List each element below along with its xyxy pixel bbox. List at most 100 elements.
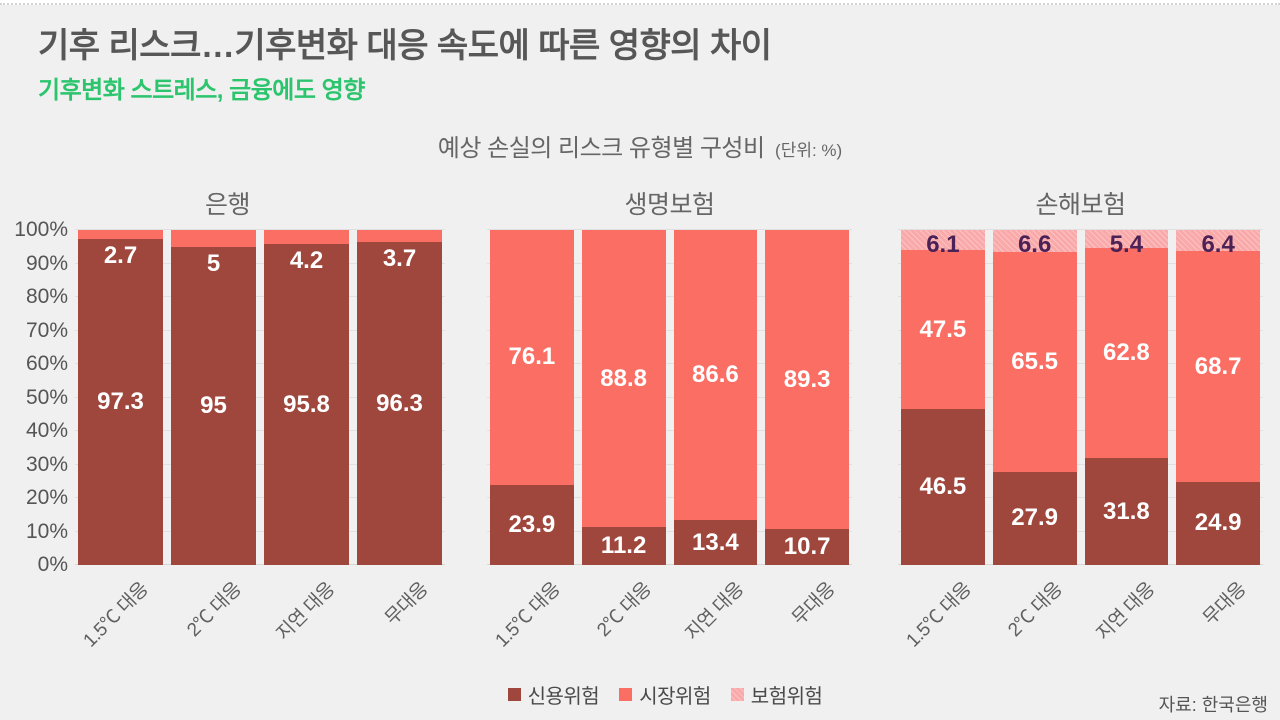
data-label-credit-risk: 11.2 — [600, 532, 647, 560]
gridline — [487, 329, 852, 331]
stacked-bar: 10.7 89.3 — [765, 230, 849, 565]
data-label-insurance-risk: 6.6 — [1017, 231, 1052, 258]
gridline — [75, 564, 445, 565]
legend-swatch-icon — [619, 688, 633, 701]
y-axis-tick: 60% — [25, 352, 68, 375]
data-label-credit-risk: 31.8 — [1103, 497, 1150, 525]
gridline — [487, 229, 852, 230]
top-divider — [0, 0, 1280, 5]
stacked-bar: 24.9 68.7 6.4 — [1176, 230, 1260, 565]
panel-title-life-insurance: 생명보험 — [624, 191, 715, 219]
bar-segment-market-risk — [1176, 251, 1260, 482]
legend-item-credit-risk: 신용위험 — [507, 680, 600, 709]
bar-segment-credit-risk — [901, 409, 985, 565]
y-axis-tick: 30% — [25, 452, 68, 476]
data-label-credit-risk: 27.9 — [1011, 504, 1058, 532]
gridline — [487, 262, 852, 264]
bar-segment-market-risk — [357, 230, 442, 243]
bar-segment-credit-risk — [357, 242, 442, 565]
bar-segment-credit-risk — [581, 527, 666, 565]
data-label-insurance-risk: 6.4 — [1201, 231, 1235, 258]
data-label-market-risk: 2.7 — [103, 242, 138, 270]
y-axis-tick: 80% — [25, 285, 68, 308]
panel-title-nonlife-insurance: 손해보험 — [1035, 191, 1126, 219]
gridline — [75, 363, 445, 364]
bar-segment-market-risk — [264, 230, 349, 245]
bar-segment-insurance-risk — [1084, 230, 1169, 249]
x-axis-label: 2℃ 대응 — [1004, 578, 1068, 641]
legend-label: 보험위험 — [750, 686, 823, 708]
data-label-market-risk: 88.8 — [600, 364, 647, 392]
bar-segment-credit-risk — [992, 471, 1077, 565]
gridline — [898, 229, 1263, 230]
x-axis-label: 2℃ 대응 — [183, 578, 246, 641]
gridline — [75, 530, 445, 532]
gridline — [487, 463, 852, 465]
bar-segment-credit-risk — [171, 246, 256, 565]
gridline — [75, 329, 445, 331]
stacked-bar: 23.9 76.1 — [490, 230, 574, 565]
page-subtitle: 기후변화 스트레스, 금융에도 영향 — [38, 77, 365, 104]
gridline — [75, 229, 445, 230]
bars-group: 97.3 2.7 95 5 95.8 4.2 96.3 3.7 — [75, 230, 445, 565]
stacked-bar: 46.5 47.5 6.1 — [901, 229, 985, 565]
gridline — [75, 430, 445, 431]
gridline — [75, 396, 445, 398]
data-label-credit-risk: 96.3 — [376, 389, 423, 417]
x-axis-label: 무대응 — [381, 578, 432, 630]
legend-item-insurance-risk: 보험위험 — [730, 680, 823, 709]
stacked-bar: 31.8 62.8 5.4 — [1084, 230, 1169, 565]
stacked-bar: 95.8 4.2 — [264, 230, 349, 565]
stacked-bar: 11.2 88.8 — [581, 230, 666, 565]
bar-segment-credit-risk — [1084, 458, 1169, 565]
data-label-market-risk: 4.2 — [289, 247, 324, 275]
chart-legend: 신용위험 시장위험 보험위험 — [450, 680, 880, 709]
data-label-market-risk: 3.7 — [382, 245, 417, 273]
data-label-market-risk: 68.7 — [1194, 352, 1242, 380]
bar-segment-market-risk — [1084, 248, 1169, 459]
bar-segment-market-risk — [673, 230, 758, 521]
y-axis-tick: 100% — [14, 218, 68, 241]
bar-segment-market-risk — [78, 230, 163, 240]
gridline — [75, 463, 445, 465]
gridline — [487, 497, 852, 498]
gridline — [898, 430, 1263, 431]
stacked-bar: 96.3 3.7 — [357, 230, 442, 565]
source-credit: 자료: 한국은행 — [1158, 695, 1268, 715]
data-label-market-risk: 76.1 — [508, 343, 556, 371]
bar-segment-market-risk — [992, 252, 1077, 472]
chart-header: 예상 손실의 리스크 유형별 구성비 (단위: %) — [0, 128, 1280, 163]
y-axis-tick: 50% — [25, 385, 68, 409]
page-title: 기후 리스크…기후변화 대응 속도에 따른 영향의 차이 — [38, 27, 772, 65]
data-label-insurance-risk: 6.1 — [926, 231, 960, 258]
gridline — [898, 296, 1263, 297]
gridline — [898, 564, 1263, 565]
bar-segment-market-risk — [765, 230, 849, 530]
bar-segment-market-risk — [171, 230, 256, 247]
gridline — [487, 430, 852, 431]
x-axis-label: 지연 대응 — [681, 578, 748, 645]
gridline — [898, 463, 1263, 465]
y-axis-tick: 0% — [37, 553, 68, 576]
gridline — [487, 530, 852, 532]
bars-group: 23.9 76.1 11.2 88.8 13.4 86.6 10.7 89.3 — [487, 230, 852, 565]
gridline — [487, 296, 852, 297]
y-axis-tick: 10% — [25, 519, 68, 543]
gridline — [487, 564, 852, 565]
bar-segment-market-risk — [901, 250, 985, 410]
bar-segment-insurance-risk — [992, 230, 1077, 253]
bar-segment-credit-risk — [1176, 481, 1260, 565]
gridline — [898, 396, 1263, 398]
x-axis-label: 지연 대응 — [272, 578, 339, 645]
data-label-credit-risk: 23.9 — [508, 510, 556, 538]
bar-segment-market-risk — [490, 230, 574, 485]
stacked-bar: 27.9 65.5 6.6 — [992, 230, 1077, 565]
gridline — [898, 329, 1263, 331]
stacked-bar: 95 5 — [171, 230, 256, 565]
data-label-credit-risk: 24.9 — [1194, 509, 1242, 537]
legend-label: 시장위험 — [639, 686, 711, 708]
chart-unit-label: (단위: %) — [775, 141, 843, 160]
data-label-market-risk: 47.5 — [919, 315, 967, 343]
data-label-credit-risk: 95 — [200, 391, 227, 419]
y-axis-tick: 40% — [25, 419, 68, 442]
